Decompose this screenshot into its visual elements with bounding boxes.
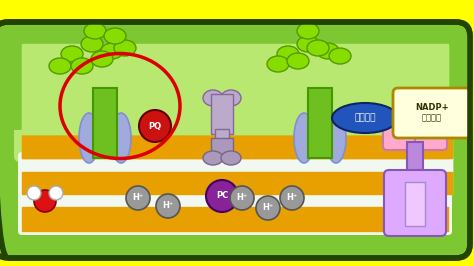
Bar <box>211 94 233 134</box>
Ellipse shape <box>79 113 99 163</box>
Bar <box>407 142 423 178</box>
Ellipse shape <box>329 48 351 64</box>
FancyBboxPatch shape <box>0 30 470 130</box>
Ellipse shape <box>203 151 223 165</box>
FancyBboxPatch shape <box>18 152 452 235</box>
Ellipse shape <box>84 23 106 39</box>
Bar <box>22 134 452 172</box>
Circle shape <box>49 186 63 200</box>
Circle shape <box>34 190 56 212</box>
Ellipse shape <box>49 58 71 74</box>
Ellipse shape <box>317 43 339 59</box>
Circle shape <box>126 186 150 210</box>
Text: H⁺: H⁺ <box>163 202 173 210</box>
Bar <box>22 136 452 158</box>
Bar <box>93 88 117 158</box>
Circle shape <box>27 186 41 200</box>
Text: PC: PC <box>216 192 228 201</box>
Ellipse shape <box>221 151 241 165</box>
Ellipse shape <box>297 23 319 39</box>
Circle shape <box>280 186 304 210</box>
FancyBboxPatch shape <box>384 170 446 236</box>
FancyBboxPatch shape <box>415 112 447 150</box>
Bar <box>405 182 425 226</box>
Bar <box>215 129 229 141</box>
Ellipse shape <box>332 103 398 133</box>
Text: 페레독신: 페레독신 <box>354 114 376 123</box>
FancyBboxPatch shape <box>383 112 415 150</box>
Ellipse shape <box>287 53 309 69</box>
Bar <box>308 88 332 158</box>
Ellipse shape <box>326 113 346 163</box>
Bar <box>22 172 452 194</box>
FancyBboxPatch shape <box>393 88 471 138</box>
Ellipse shape <box>111 113 131 163</box>
Circle shape <box>156 194 180 218</box>
Text: PQ: PQ <box>148 122 162 131</box>
Text: H⁺: H⁺ <box>132 193 144 202</box>
Ellipse shape <box>277 46 299 62</box>
Circle shape <box>139 110 171 142</box>
Ellipse shape <box>81 36 103 52</box>
FancyBboxPatch shape <box>14 38 450 162</box>
Text: H⁺: H⁺ <box>237 193 247 202</box>
Circle shape <box>230 186 254 210</box>
Ellipse shape <box>61 46 83 62</box>
Ellipse shape <box>71 58 93 74</box>
Ellipse shape <box>221 90 241 106</box>
Ellipse shape <box>114 40 136 56</box>
Bar <box>22 134 448 158</box>
Bar <box>22 46 448 134</box>
Bar <box>22 156 452 194</box>
Ellipse shape <box>101 43 123 59</box>
FancyBboxPatch shape <box>0 22 470 258</box>
Bar <box>22 207 448 231</box>
Ellipse shape <box>307 40 329 56</box>
Text: NADP+
환원효소: NADP+ 환원효소 <box>415 103 449 123</box>
Ellipse shape <box>104 28 126 44</box>
Ellipse shape <box>297 36 319 52</box>
Bar <box>22 153 448 231</box>
Ellipse shape <box>267 56 289 72</box>
Text: H⁺: H⁺ <box>286 193 298 202</box>
Circle shape <box>206 180 238 212</box>
Ellipse shape <box>91 51 113 67</box>
Text: H⁺: H⁺ <box>263 203 273 213</box>
Ellipse shape <box>294 113 314 163</box>
Bar <box>211 138 233 158</box>
Ellipse shape <box>203 90 223 106</box>
Bar <box>22 44 448 134</box>
Circle shape <box>256 196 280 220</box>
